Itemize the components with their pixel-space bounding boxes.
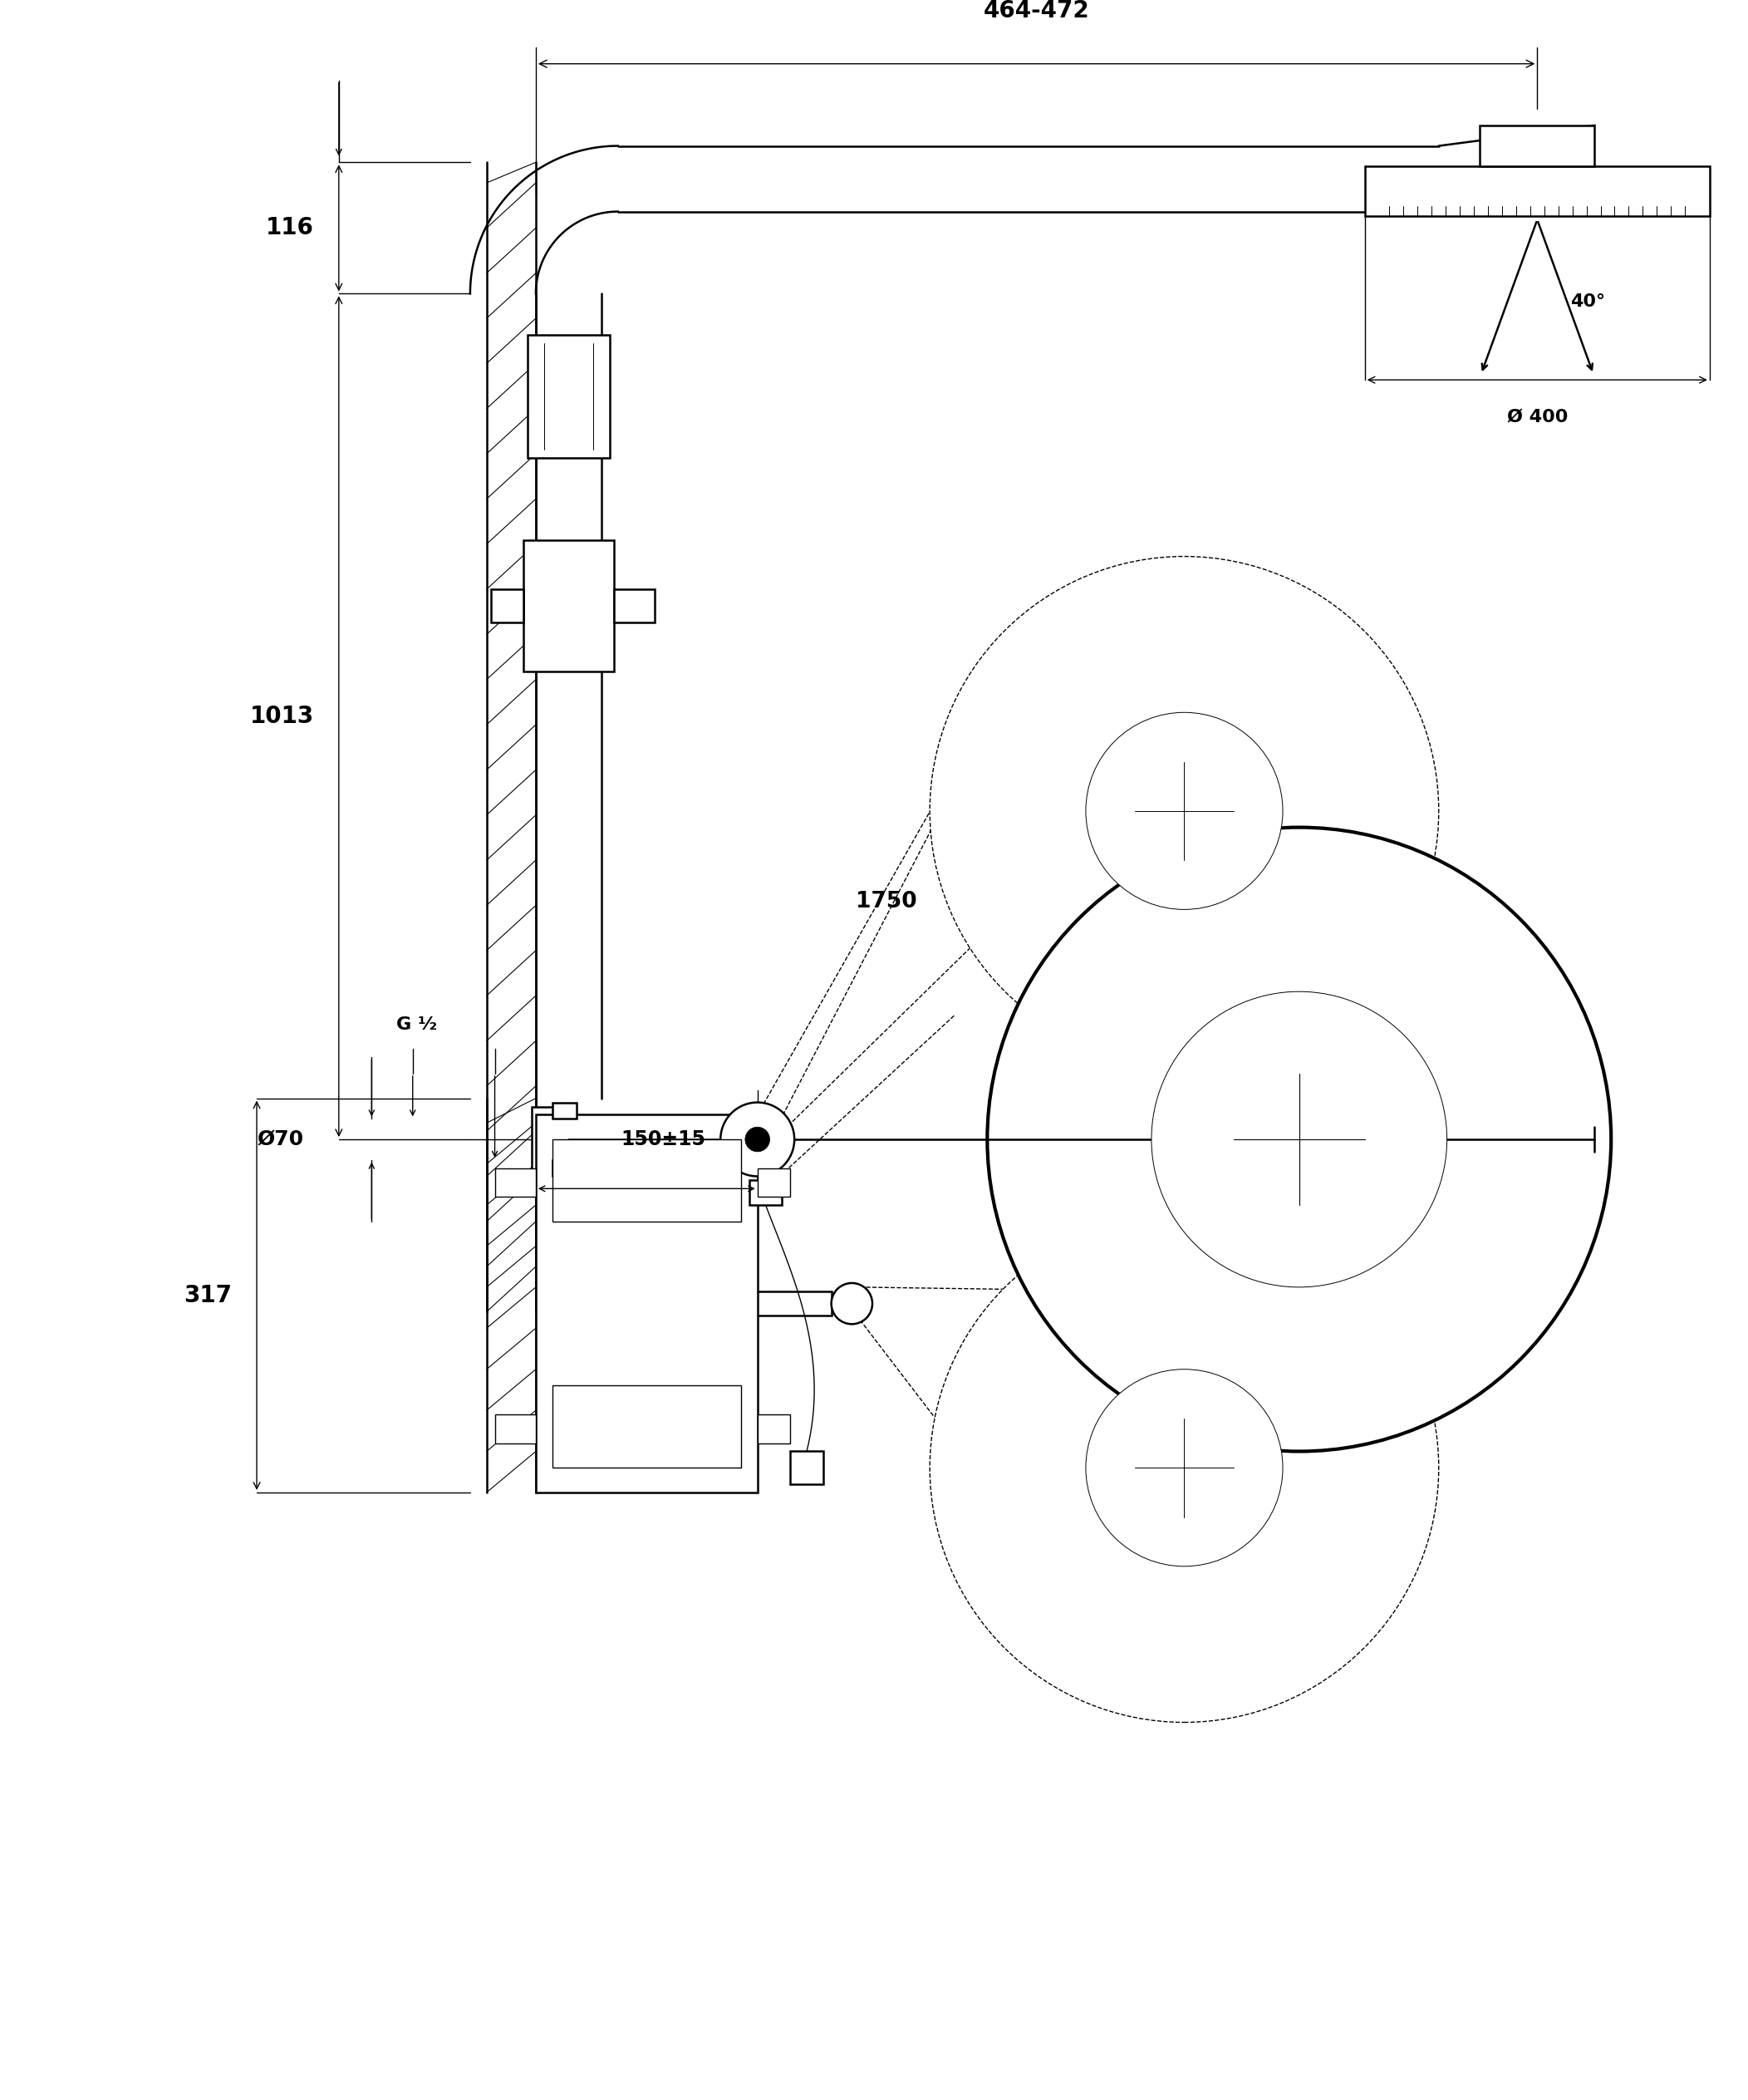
Circle shape: [1122, 1407, 1246, 1529]
Bar: [757, 1415, 790, 1443]
Text: 317: 317: [184, 1283, 232, 1306]
Text: Ø 400: Ø 400: [1507, 410, 1568, 424]
Circle shape: [720, 1102, 794, 1176]
Text: 150±15: 150±15: [621, 1130, 706, 1149]
Circle shape: [1287, 1128, 1311, 1151]
Circle shape: [1122, 750, 1246, 871]
Text: 464-472: 464-472: [984, 0, 1089, 23]
Bar: [790, 1451, 823, 1485]
Circle shape: [930, 556, 1439, 1065]
Bar: [552, 1102, 577, 1119]
Bar: [523, 540, 614, 672]
Circle shape: [1152, 779, 1217, 844]
Bar: [552, 1159, 577, 1176]
Bar: [537, 1115, 757, 1493]
Circle shape: [1152, 991, 1447, 1287]
Circle shape: [1171, 1455, 1197, 1480]
Circle shape: [1266, 1107, 1332, 1172]
Circle shape: [1238, 1077, 1360, 1201]
Circle shape: [988, 827, 1612, 1451]
Text: 1750: 1750: [857, 890, 918, 911]
Bar: [614, 590, 656, 622]
Bar: [531, 1107, 565, 1172]
Bar: [495, 1415, 537, 1443]
Bar: [1365, 166, 1710, 216]
Circle shape: [1152, 1434, 1217, 1501]
Bar: [1481, 126, 1594, 166]
Circle shape: [1086, 712, 1283, 909]
Bar: [495, 1168, 537, 1197]
Circle shape: [745, 1128, 769, 1151]
Bar: [528, 334, 610, 458]
Circle shape: [832, 1283, 872, 1325]
Circle shape: [930, 1214, 1439, 1722]
Bar: [552, 1386, 741, 1468]
Text: 40°: 40°: [1570, 294, 1605, 311]
Bar: [750, 1180, 781, 1205]
Text: 1013: 1013: [250, 706, 315, 729]
Circle shape: [1086, 1369, 1283, 1567]
Bar: [491, 590, 523, 622]
Circle shape: [1201, 1042, 1398, 1237]
Text: G ¹⁄₂: G ¹⁄₂: [397, 1016, 437, 1033]
Text: 116: 116: [266, 216, 315, 239]
Text: Ø70: Ø70: [257, 1130, 304, 1149]
Circle shape: [1171, 798, 1197, 823]
Bar: [552, 1140, 741, 1222]
Bar: [757, 1168, 790, 1197]
